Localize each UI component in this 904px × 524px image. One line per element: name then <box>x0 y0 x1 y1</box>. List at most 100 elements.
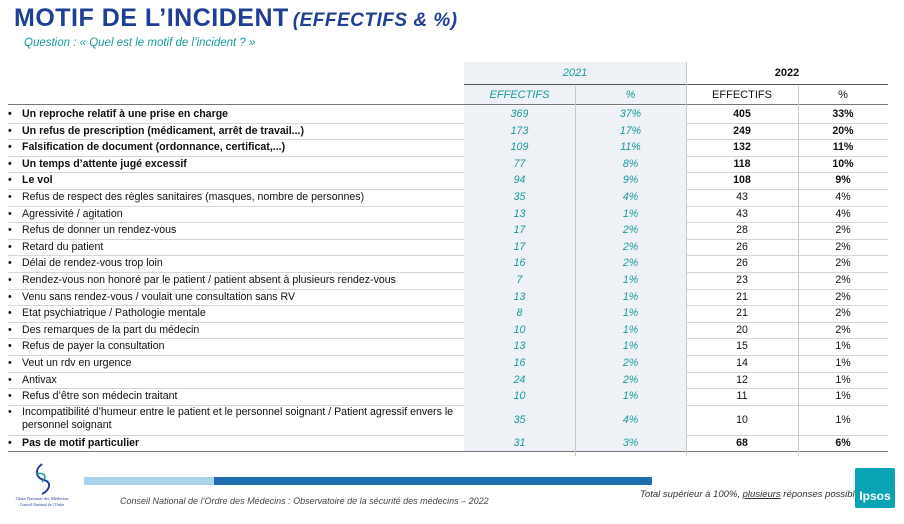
cell-effectifs-2021: 35 <box>464 189 575 206</box>
bullet-icon: • <box>8 436 12 449</box>
row-separator <box>8 338 888 340</box>
row-label: • Rendez-vous non honoré par le patient /… <box>8 272 463 289</box>
cell-effectifs-2022: 249 <box>733 124 751 137</box>
header-pct-2021: % <box>625 89 636 101</box>
cell-pct-2022: 2% <box>835 224 851 237</box>
footer-bar-light <box>84 477 214 485</box>
row-label: • Des remarques de la part du médecin <box>8 322 463 339</box>
header-pct-2022: % <box>838 89 848 101</box>
row-separator <box>8 255 888 257</box>
bullet-icon: • <box>8 141 12 154</box>
cell-pct-2022: 9% <box>835 174 851 187</box>
table-row: • Le vol 94 9% 108 9% <box>8 172 888 189</box>
cell-effectifs-2021: 10 <box>464 321 575 339</box>
row-label: • Pas de motif particulier <box>8 435 463 452</box>
bullet-icon: • <box>8 307 12 320</box>
cell-effectifs-2021: 17 <box>464 222 575 239</box>
row-label-text: Refus de payer la consultation <box>22 340 165 353</box>
cell-effectifs-2021: 13 <box>464 338 575 355</box>
cell-pct-2022: 10% <box>832 157 854 170</box>
ipsos-logo: Ipsos <box>855 468 895 508</box>
cell-effectifs-2022: 43 <box>736 207 748 220</box>
cell-pct-2021: 1% <box>575 305 686 322</box>
cell-pct-2021: 3% <box>575 434 686 452</box>
cell-effectifs-2022: 118 <box>733 157 751 170</box>
cell-pct-2022: 1% <box>835 413 851 426</box>
cell-effectifs-2022: 21 <box>736 307 748 320</box>
header-effectifs-2022: EFFECTIFS <box>712 89 772 101</box>
row-separator <box>8 355 888 356</box>
row-separator <box>8 388 888 390</box>
footer-note-underlined: plusieurs <box>742 489 781 500</box>
cell-effectifs-2022: 20 <box>736 323 748 336</box>
footer-note-prefix: Total supérieur à 100%, <box>640 489 743 500</box>
column-separator <box>798 86 799 456</box>
table-row: • Des remarques de la part du médecin 10 1%… <box>8 321 888 339</box>
cell-pct-2022: 2% <box>835 290 851 303</box>
cell-effectifs-2022: 10 <box>736 413 748 426</box>
cell-pct-2022: 11% <box>832 141 854 154</box>
cell-pct-2022: 2% <box>835 240 851 253</box>
cell-pct-2021: 1% <box>575 388 686 405</box>
row-label-text: Délai de rendez-vous trop loin <box>22 257 163 270</box>
title-subtitle: (EFFECTIFS & %) <box>292 10 458 31</box>
cell-pct-2022: 33% <box>832 108 854 120</box>
cell-pct-2021: 37% <box>575 106 686 123</box>
cell-effectifs-2022: 26 <box>736 257 748 270</box>
cell-pct-2022: 20% <box>832 124 854 137</box>
cell-effectifs-2022: 11 <box>736 390 748 403</box>
cell-effectifs-2021: 24 <box>464 371 575 389</box>
bullet-icon: • <box>8 290 12 303</box>
header-divider <box>464 84 888 85</box>
row-separator <box>8 205 888 207</box>
table-row: • Falsification de document (ordonnance, … <box>8 139 888 156</box>
row-label-text-continued: personnel soignant <box>22 418 112 431</box>
cell-effectifs-2022: 405 <box>733 108 751 120</box>
row-label-text: Antivax <box>22 373 57 386</box>
cell-effectifs-2021: 17 <box>464 238 575 256</box>
table-row: • Agressivité / agitation 13 1% 43 4% <box>8 205 888 223</box>
header-year-2021: 2021 <box>562 67 588 79</box>
column-separator <box>686 62 687 456</box>
row-separator <box>8 238 888 240</box>
cell-pct-2022: 2% <box>835 257 851 270</box>
row-separator <box>8 155 888 157</box>
row-label-text: Un reproche relatif à une prise en charg… <box>22 108 229 120</box>
row-separator <box>8 172 888 174</box>
cell-effectifs-2021: 16 <box>464 355 575 372</box>
header-year-2022: 2022 <box>774 67 800 79</box>
table-row: • Un refus de prescription (médicament, a… <box>8 122 888 140</box>
header-bottom-line <box>8 104 888 105</box>
table-row: • Refus de payer la consultation 13 1% 15 1% <box>8 338 888 355</box>
row-label-text: Incompatibilité d’humeur entre le patien… <box>22 405 454 418</box>
cell-pct-2022: 2% <box>835 307 851 320</box>
bullet-icon: • <box>8 357 12 369</box>
cell-effectifs-2021: 109 <box>464 139 575 156</box>
cell-effectifs-2021: 13 <box>464 288 575 306</box>
bullet-icon: • <box>8 124 12 137</box>
cell-pct-2021: 11% <box>575 139 686 156</box>
cell-pct-2022: 4% <box>835 207 851 220</box>
row-label: • Agressivité / agitation <box>8 206 463 223</box>
logo-left-line1: Ordre National des Médecins <box>16 496 69 501</box>
row-label-text: Retard du patient <box>22 240 104 253</box>
cell-effectifs-2021: 7 <box>464 272 575 289</box>
cell-effectifs-2021: 173 <box>464 122 575 140</box>
cell-effectifs-2021: 10 <box>464 388 575 405</box>
row-separator <box>8 404 888 406</box>
cell-pct-2022: 1% <box>835 357 851 369</box>
row-label-text: Pas de motif particulier <box>22 436 140 449</box>
row-label-text: Un temps d’attente jugé excessif <box>22 157 187 170</box>
row-label-text: Agressivité / agitation <box>22 207 123 220</box>
bullet-icon: • <box>8 174 12 187</box>
table-row: • Refus d’être son médecin traitant 10 1% 11… <box>8 388 888 405</box>
row-separator <box>8 122 888 124</box>
cell-pct-2022: 1% <box>835 390 851 403</box>
cell-pct-2021: 9% <box>575 172 686 189</box>
row-label: • Un refus de prescription (médicament, a… <box>8 123 463 140</box>
row-label: • Retard du patient <box>8 239 463 256</box>
bullet-icon: • <box>8 405 12 418</box>
footer-bar-dark <box>214 477 652 485</box>
cell-pct-2021: 2% <box>575 371 686 389</box>
cell-effectifs-2022: 132 <box>733 141 751 154</box>
